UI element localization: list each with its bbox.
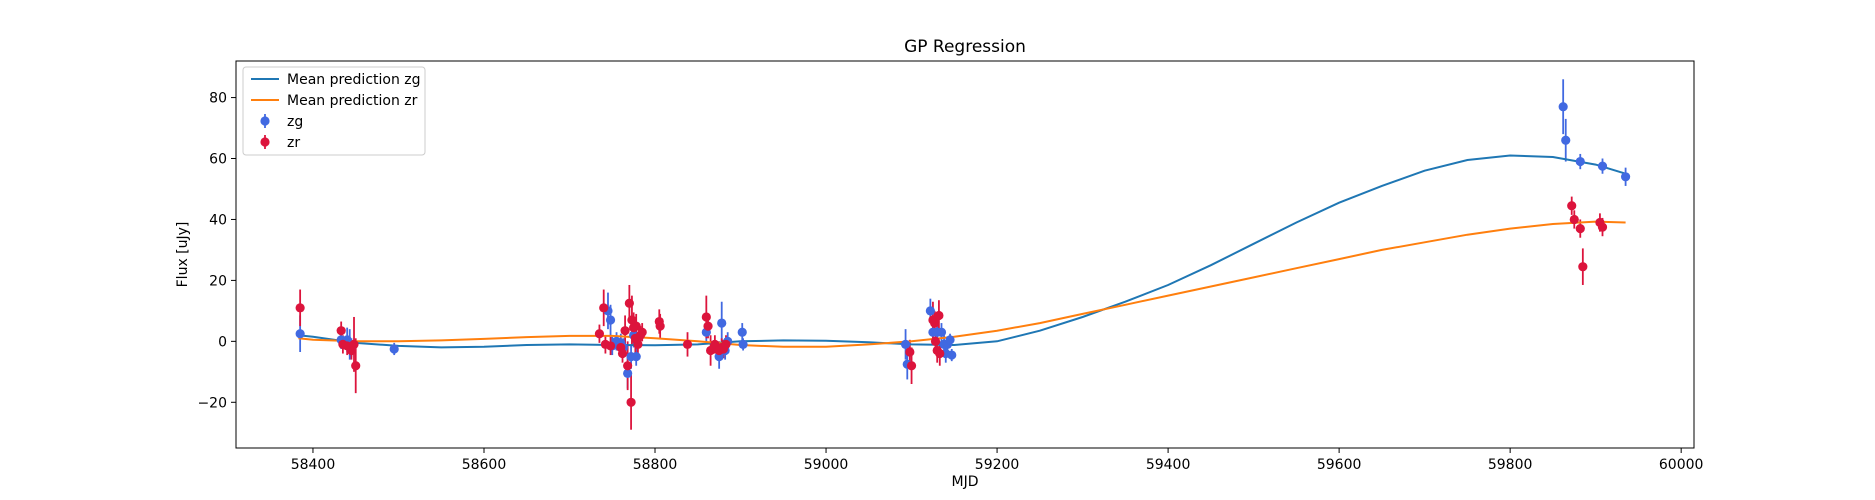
data-point-zg bbox=[1575, 156, 1585, 167]
data-point-zr bbox=[626, 397, 636, 407]
legend-label: Mean prediction zr bbox=[287, 93, 418, 109]
data-point-zg bbox=[925, 306, 935, 316]
y-tick-label: 0 bbox=[218, 334, 227, 350]
data-point-zg bbox=[1597, 161, 1608, 171]
data-point-zg bbox=[936, 327, 947, 337]
data-point-zr bbox=[624, 298, 634, 308]
data-point-zr bbox=[934, 310, 944, 321]
legend: Mean prediction zg Mean prediction zr zg zr bbox=[242, 66, 426, 156]
data-point-zg bbox=[605, 315, 616, 325]
x-axis-ticks: 58400 58600 58800 59000 59200 59400 59600 59800… bbox=[291, 448, 1704, 473]
legend-marker-swatch bbox=[260, 116, 270, 126]
x-tick-label: 59000 bbox=[804, 457, 849, 473]
data-point-zr bbox=[620, 326, 630, 336]
y-axis-ticks: −20 0 20 40 60 80 bbox=[197, 91, 236, 411]
data-point-zg bbox=[737, 327, 747, 337]
data-point-zr bbox=[1597, 222, 1608, 232]
data-point-zr bbox=[721, 339, 731, 349]
x-tick-label: 59600 bbox=[1317, 457, 1362, 473]
data-point-zr bbox=[623, 361, 633, 371]
y-tick-label: 60 bbox=[209, 152, 227, 168]
data-point-zg bbox=[1561, 135, 1571, 145]
x-tick-label: 60000 bbox=[1659, 457, 1704, 473]
data-point-zr bbox=[594, 329, 605, 339]
data-point-zr bbox=[1575, 223, 1585, 234]
data-point-zr bbox=[336, 326, 346, 336]
x-tick-label: 58400 bbox=[291, 457, 336, 473]
data-point-zr bbox=[1567, 201, 1577, 211]
data-point-zr bbox=[637, 327, 647, 337]
data-point-zg bbox=[1558, 102, 1568, 112]
legend-label: Mean prediction zg bbox=[287, 72, 421, 88]
data-point-zr bbox=[930, 318, 940, 328]
data-point-zg bbox=[631, 351, 641, 362]
data-point-zr bbox=[930, 336, 941, 346]
mean-prediction-line-zg bbox=[298, 154, 1626, 349]
data-point-zr bbox=[703, 321, 713, 331]
axes-frame bbox=[235, 60, 1695, 449]
data-point-zg bbox=[389, 344, 399, 354]
data-point-zr bbox=[351, 361, 361, 371]
x-tick-label: 59200 bbox=[975, 457, 1020, 473]
data-point-zr bbox=[935, 348, 945, 359]
x-tick-label: 58600 bbox=[462, 457, 507, 473]
data-point-zr bbox=[906, 361, 917, 371]
data-point-zr bbox=[1578, 262, 1588, 272]
legend-marker-swatch bbox=[260, 137, 270, 147]
y-tick-label: −20 bbox=[197, 395, 227, 411]
y-tick-label: 20 bbox=[209, 273, 227, 289]
data-point-zg bbox=[947, 350, 957, 360]
data-point-zr bbox=[1569, 214, 1579, 225]
data-point-zr bbox=[599, 303, 609, 313]
data-point-zr bbox=[633, 339, 643, 349]
data-point-zr bbox=[349, 339, 359, 349]
chart-title: GP Regression bbox=[904, 37, 1026, 57]
legend-label: zg bbox=[287, 114, 303, 130]
data-point-zg bbox=[295, 329, 305, 339]
data-point-zg bbox=[717, 318, 727, 328]
x-axis-label: MJD bbox=[952, 474, 979, 490]
data-point-zr bbox=[905, 347, 915, 357]
plot-marks bbox=[295, 79, 1631, 430]
legend-label: zr bbox=[287, 135, 300, 151]
mean-prediction-line-zr bbox=[298, 220, 1626, 348]
data-point-zr bbox=[605, 341, 616, 351]
data-point-zr bbox=[617, 348, 628, 359]
y-tick-label: 80 bbox=[209, 91, 227, 107]
legend-box bbox=[242, 66, 426, 156]
data-point-zr bbox=[682, 339, 693, 349]
data-point-zr bbox=[295, 303, 305, 313]
y-axis-label: Flux [uJy] bbox=[175, 222, 191, 288]
x-tick-label: 58800 bbox=[633, 457, 678, 473]
data-point-zg bbox=[900, 339, 911, 349]
data-point-zg bbox=[738, 339, 748, 349]
data-point-zg bbox=[945, 335, 955, 345]
data-point-zr bbox=[655, 321, 665, 331]
data-point-zg bbox=[623, 368, 633, 378]
y-tick-label: 40 bbox=[209, 212, 227, 228]
data-point-zr bbox=[631, 321, 641, 331]
data-point-zr bbox=[701, 312, 711, 322]
data-point-zg bbox=[1620, 172, 1631, 182]
x-tick-label: 59400 bbox=[1146, 457, 1191, 473]
x-tick-label: 59800 bbox=[1488, 457, 1533, 473]
